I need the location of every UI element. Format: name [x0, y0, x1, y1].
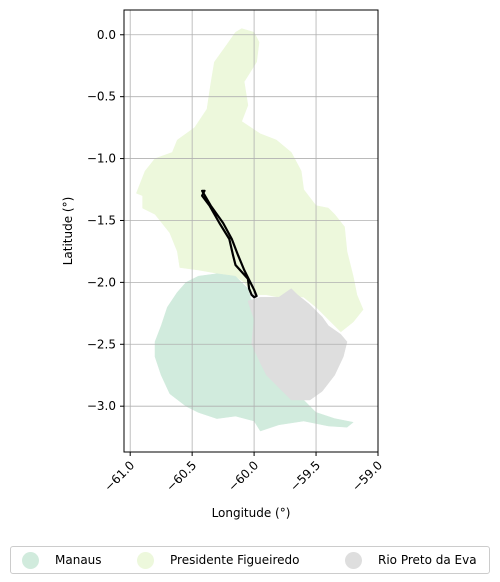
x-axis-ticks: −61.0 −60.5 −60.0 −59.5 −59.0 — [101, 452, 385, 494]
legend-item-presidente-figueiredo: Presidente Figueiredo — [137, 551, 300, 569]
x-tick-label-3: −59.5 — [287, 458, 323, 494]
y-tick-label-5: −2.5 — [87, 337, 116, 351]
y-tick-label-4: −2.0 — [87, 275, 116, 289]
y-axis-ticks: 0.0 −0.5 −1.0 −1.5 −2.0 −2.5 −3.0 — [87, 28, 124, 413]
plot-frame — [123, 9, 379, 453]
map-chart: −61.0 −60.5 −60.0 −59.5 −59.0 0.0 −0.5 −1.0 −1.… — [61, 9, 385, 520]
legend-label-manaus: Manaus — [55, 553, 102, 567]
y-tick-label-0: 0.0 — [97, 28, 116, 42]
y-axis-title: Latitude (°) — [61, 197, 75, 266]
highlight-layer — [201, 189, 258, 299]
highlighted-area-outline — [201, 189, 258, 299]
y-tick-label-3: −1.5 — [87, 213, 116, 227]
x-tick-label-0: −61.0 — [101, 458, 137, 494]
x-tick-label-2: −60.0 — [225, 458, 261, 494]
y-tick-label-1: −0.5 — [87, 90, 116, 104]
legend-label-rio-preto-da-eva: Rio Preto da Eva — [378, 553, 477, 567]
legend-swatch-rio-preto-da-eva — [345, 551, 362, 569]
x-tick-label-4: −59.0 — [349, 458, 385, 494]
x-axis-title: Longitude (°) — [212, 506, 291, 520]
legend: Manaus Presidente Figueiredo Rio Preto d… — [10, 546, 490, 574]
legend-item-manaus: Manaus — [22, 551, 102, 569]
y-tick-label-6: −3.0 — [87, 399, 116, 413]
legend-swatch-presidente-figueiredo — [137, 551, 154, 569]
legend-item-rio-preto-da-eva: Rio Preto da Eva — [345, 551, 477, 569]
x-tick-label-1: −60.5 — [163, 458, 199, 494]
y-tick-label-2: −1.0 — [87, 152, 116, 166]
legend-swatch-manaus — [22, 551, 39, 569]
legend-label-presidente-figueiredo: Presidente Figueiredo — [170, 553, 300, 567]
